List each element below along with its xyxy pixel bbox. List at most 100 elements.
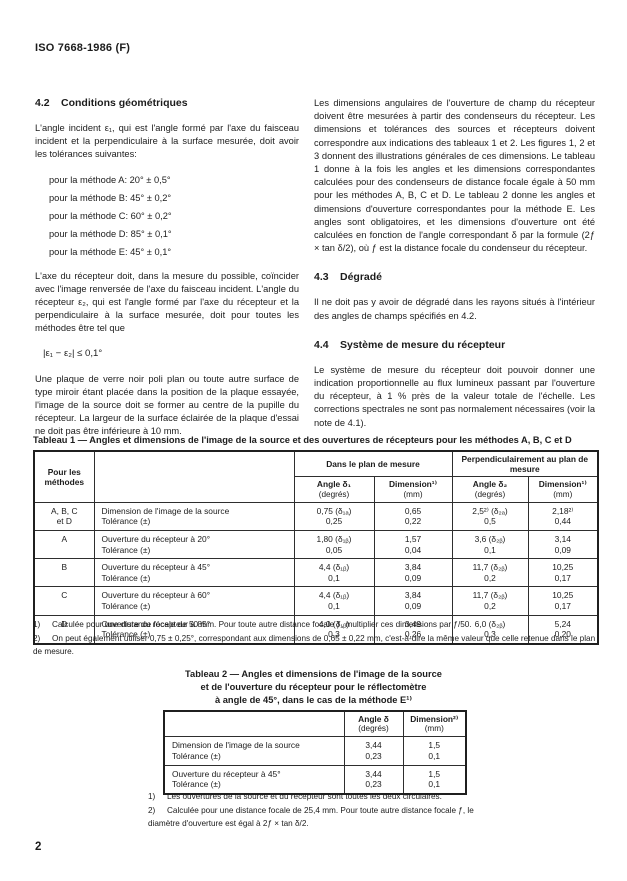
cell-line: 0,25 xyxy=(325,516,343,527)
cell-line: 0,75 (δ₁ₐ) xyxy=(316,505,352,516)
cell-line: Ouverture du récepteur à 20° xyxy=(101,534,211,544)
section-4-2-heading: 4.2 Conditions géométriques xyxy=(35,97,299,109)
cell-description: Ouverture du récepteur à 45° Tolérance (±… xyxy=(93,558,295,588)
col-group-in-plane: Dans le plan de mesure xyxy=(293,450,453,478)
cell-line: 1,5 xyxy=(428,768,441,779)
footnote-marker: 1) xyxy=(148,792,156,801)
cell-line: 4,0 (δ₁ᵦ) xyxy=(318,618,350,629)
cell-line: 0,2 xyxy=(484,572,496,583)
footnote: 1) Les ouvertures de la source et du réce… xyxy=(148,791,493,804)
document-reference: ISO 7668-1986 (F) xyxy=(35,42,131,54)
cell-methods: A xyxy=(33,529,95,560)
table1-header-sub-row: Angle δ₁ (degrés) Dimension¹⁾ (mm) Angle δ… xyxy=(34,476,599,503)
table2-title-line: à angle de 45°, dans le cas de la méthod… xyxy=(214,695,413,706)
paragraph-measuring-system: Le système de mesure du récepteur doit p… xyxy=(314,364,595,428)
cell-line: 3,44 xyxy=(365,740,382,751)
cell-line: 0,22 xyxy=(404,516,422,527)
cell-line: 4,4 (δ₁ᵦ) xyxy=(318,590,350,601)
table2-block: Angle δ (degrés) Dimension²⁾ (mm) Dimensio… xyxy=(163,710,467,795)
table1-title: Tableau 1 — Angles et dimensions de l'im… xyxy=(33,435,572,445)
cell-line: Tolérance (±) xyxy=(101,572,151,583)
cell-line: 0,09 xyxy=(554,544,571,555)
cell-angle2: 2,5²⁾ (δ₂ₐ) 0,5 xyxy=(451,501,529,532)
section-number: 4.3 xyxy=(314,271,329,284)
cell-description: Ouverture du récepteur à 20° Tolérance (±… xyxy=(93,529,295,560)
cell-line: 11,7 (δ₂ᵦ) xyxy=(472,590,508,601)
table2: Angle δ (degrés) Dimension²⁾ (mm) Dimensio… xyxy=(163,710,467,795)
cell-line: 0,09 xyxy=(404,572,422,583)
footnote-marker: 1) xyxy=(33,620,41,629)
cell-description: Ouverture du récepteur à 85° Tolérance (±… xyxy=(93,614,295,645)
cell-dimension1: 3,84 0,09 xyxy=(373,586,453,616)
header-unit: (degrés) xyxy=(358,724,389,734)
table-row: Dimension de l'image de la source Toléran… xyxy=(163,736,467,766)
method-tolerance-list: pour la méthode A: 20° ± 0,5° pour la mé… xyxy=(35,174,299,260)
cell-line: Ouverture du récepteur à 60° xyxy=(101,590,211,601)
cell-line: 0,17 xyxy=(554,600,571,611)
cell-line: 1,5 xyxy=(428,740,441,751)
cell-line: Tolérance (±) xyxy=(172,751,221,761)
cell-line: 11,7 (δ₂ᵦ) xyxy=(472,562,508,573)
cell-line: 0,1 xyxy=(428,751,441,761)
cell-angle2: 3,6 (δ₂ᵦ) 0,1 xyxy=(451,529,529,560)
method-tolerance-item: pour la méthode B: 45° ± 0,2° xyxy=(49,192,172,203)
cell-dimension: 1,5 0,1 xyxy=(402,736,467,766)
header-label: Angle δ₁ xyxy=(316,479,352,490)
table1-footnotes: 1) Calculée pour une distance focale de 5… xyxy=(33,619,599,659)
paragraph-aperture-dimensions: Les dimensions angulaires de l'ouverture… xyxy=(314,98,595,254)
cell-line: Tolérance (±) xyxy=(101,516,151,527)
table2-title-line: et de l'ouverture du récepteur pour le r… xyxy=(200,682,427,693)
cell-line: B xyxy=(61,562,68,573)
cell-line: 2,5²⁾ (δ₂ₐ) xyxy=(472,505,508,516)
cell-line: A, B, C xyxy=(50,505,78,516)
cell-description: Dimension de l'image de la source Toléran… xyxy=(163,736,345,766)
table1-header-group-row: Pour les méthodes Dans le plan de mesure… xyxy=(33,450,599,503)
cell-line: Tolérance (±) xyxy=(172,779,221,790)
cell-line: 0,26 xyxy=(404,629,422,640)
paragraph-incident-angle: L'angle incident ε₁, qui est l'angle for… xyxy=(35,123,299,160)
cell-line: 0,1 xyxy=(484,544,496,555)
cell-angle1: 4,4 (δ₁ᵦ) 0,1 xyxy=(293,586,375,616)
cell-dimension: 1,5 0,1 xyxy=(402,764,467,795)
col-group-perpendicular: Perpendiculairement au plan de mesure xyxy=(451,450,599,478)
cell-methods: B xyxy=(33,558,95,588)
col-header-dimension2: Dimension¹⁾ (mm) xyxy=(527,476,599,503)
cell-line: 3,84 xyxy=(404,562,422,573)
cell-line: 10,25 xyxy=(552,590,574,601)
cell-line: Tolérance (±) xyxy=(101,544,151,555)
cell-line: 2,18²⁾ xyxy=(552,505,574,516)
header-unit: (degrés) xyxy=(318,489,350,499)
col-header-description xyxy=(163,710,345,738)
section-title: Dégradé xyxy=(340,271,383,284)
col-header-angle: Angle δ (degrés) xyxy=(343,710,404,738)
cell-line: 0,23 xyxy=(365,779,382,790)
table2-footnotes: 1) Les ouvertures de la source et du réce… xyxy=(148,791,493,831)
cell-angle2: 6,0 (δ₂ᵦ) 0,3 xyxy=(451,614,529,645)
table-row: Ouverture du récepteur à 45° Tolérance (±… xyxy=(163,764,467,795)
left-column: 4.2 Conditions géométriques L'angle incid… xyxy=(35,97,299,451)
header-label: Dimension²⁾ xyxy=(410,714,459,724)
cell-line: 0,1 xyxy=(428,779,441,790)
footnote-marker: 2) xyxy=(33,633,41,643)
footnote: 2) Calculée pour une distance focale de 2… xyxy=(148,805,493,831)
footnote-text: Les ouvertures de la source et du récept… xyxy=(167,792,442,801)
footnote-text: On peut également utiliser 0,75 ± 0,25°,… xyxy=(33,633,596,656)
col-header-dimension: Dimension²⁾ (mm) xyxy=(402,710,467,738)
cell-line: 0,65 xyxy=(404,505,422,516)
cell-line: 4,4 (δ₁ᵦ) xyxy=(318,562,350,573)
cell-dimension2: 5,24 0,20 xyxy=(527,614,599,645)
cell-line: Dimension de l'image de la source xyxy=(172,740,300,751)
header-label: Angle δ xyxy=(358,714,389,724)
cell-line: Dimension de l'image de la source xyxy=(101,505,230,516)
paragraph-receiver-axis: L'axe du récepteur doit, dans la mesure … xyxy=(35,270,299,334)
section-4-4-heading: 4.4 Système de mesure du récepteur xyxy=(314,339,595,351)
table-row: C Ouverture du récepteur à 60° Tolérance … xyxy=(33,586,599,616)
cell-angle2: 11,7 (δ₂ᵦ) 0,2 xyxy=(451,558,529,588)
paragraph-black-glass: Une plaque de verre noir poli plan ou to… xyxy=(35,373,299,437)
header-unit: (degrés) xyxy=(474,489,506,499)
cell-methods: C xyxy=(33,586,95,616)
col-header-methods: Pour les méthodes xyxy=(33,450,95,503)
header-unit: (mm) xyxy=(424,724,444,734)
paragraph-gradient: Il ne doit pas y avoir de dégradé dans l… xyxy=(314,297,595,321)
